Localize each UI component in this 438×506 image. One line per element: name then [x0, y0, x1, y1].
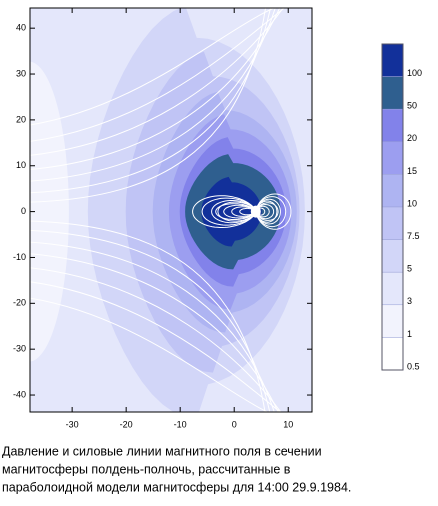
field-line [30, 8, 276, 182]
x-tick-label: -20 [120, 419, 133, 429]
y-tick-label: -10 [13, 252, 26, 262]
caption-line: Давление и силовые линии магнитного поля… [2, 444, 322, 458]
colorbar-swatch [381, 108, 404, 143]
colorbar-label: 7.5 [407, 231, 420, 241]
y-tick-label: 20 [16, 114, 26, 124]
field-line [255, 196, 287, 228]
y-tick-label: -30 [13, 344, 26, 354]
field-line [30, 253, 279, 412]
x-tick-label: -30 [66, 419, 79, 429]
colorbar-label: 0.5 [407, 361, 420, 371]
field-line [217, 201, 257, 222]
y-tick-label: 0 [21, 206, 26, 216]
colorbar-swatch [381, 174, 404, 208]
y-tick-label: 10 [16, 160, 26, 170]
plot-frame [29, 7, 313, 413]
x-tick-label: 10 [283, 419, 293, 429]
caption-line: параболоидной модели магнитосферы для 14… [2, 480, 351, 494]
colorbar-label: 10 [407, 198, 417, 208]
colorbar-swatch [381, 43, 404, 77]
field-line [30, 8, 286, 142]
earth [250, 205, 261, 218]
x-tick-label: -10 [174, 419, 187, 429]
contour-region [30, 61, 69, 362]
y-tick-label: 40 [16, 23, 26, 33]
colorbar-swatch [381, 304, 404, 338]
field-line [192, 195, 256, 228]
field-line [30, 297, 269, 412]
colorbar-swatch [381, 76, 404, 110]
field-line [30, 267, 282, 412]
field-line [255, 202, 279, 221]
field-line [30, 8, 281, 170]
colorbar-label: 1 [407, 329, 412, 339]
field-line [211, 200, 257, 224]
x-tick-label: 0 [232, 419, 237, 429]
colorbar-swatch [381, 337, 404, 371]
field-line [215, 203, 257, 220]
colorbar-label: 100 [407, 68, 422, 78]
field-line [255, 198, 281, 225]
y-tick-label: -20 [13, 298, 26, 308]
colorbar-swatch [381, 239, 404, 273]
colorbar-frame [381, 43, 404, 371]
field-line [30, 241, 275, 412]
caption-line: магнитосферы полдень-полночь, рассчитанн… [2, 462, 291, 476]
y-tick-label: -40 [13, 389, 26, 399]
colorbar-label: 50 [407, 101, 417, 111]
field-line [30, 8, 284, 156]
field-line [30, 8, 276, 126]
colorbar-label: 20 [407, 133, 417, 143]
colorbar-label: 3 [407, 296, 412, 306]
colorbar-label: 5 [407, 264, 412, 274]
colorbar-label: 15 [407, 166, 417, 176]
y-tick-label: 30 [16, 68, 26, 78]
colorbar-swatch [381, 271, 404, 306]
field-line [201, 197, 256, 226]
colorbar-swatch [381, 141, 404, 175]
field-line [255, 193, 292, 230]
field-line [30, 281, 282, 412]
plot-area [30, 8, 312, 412]
colorbar-swatch [381, 206, 404, 240]
